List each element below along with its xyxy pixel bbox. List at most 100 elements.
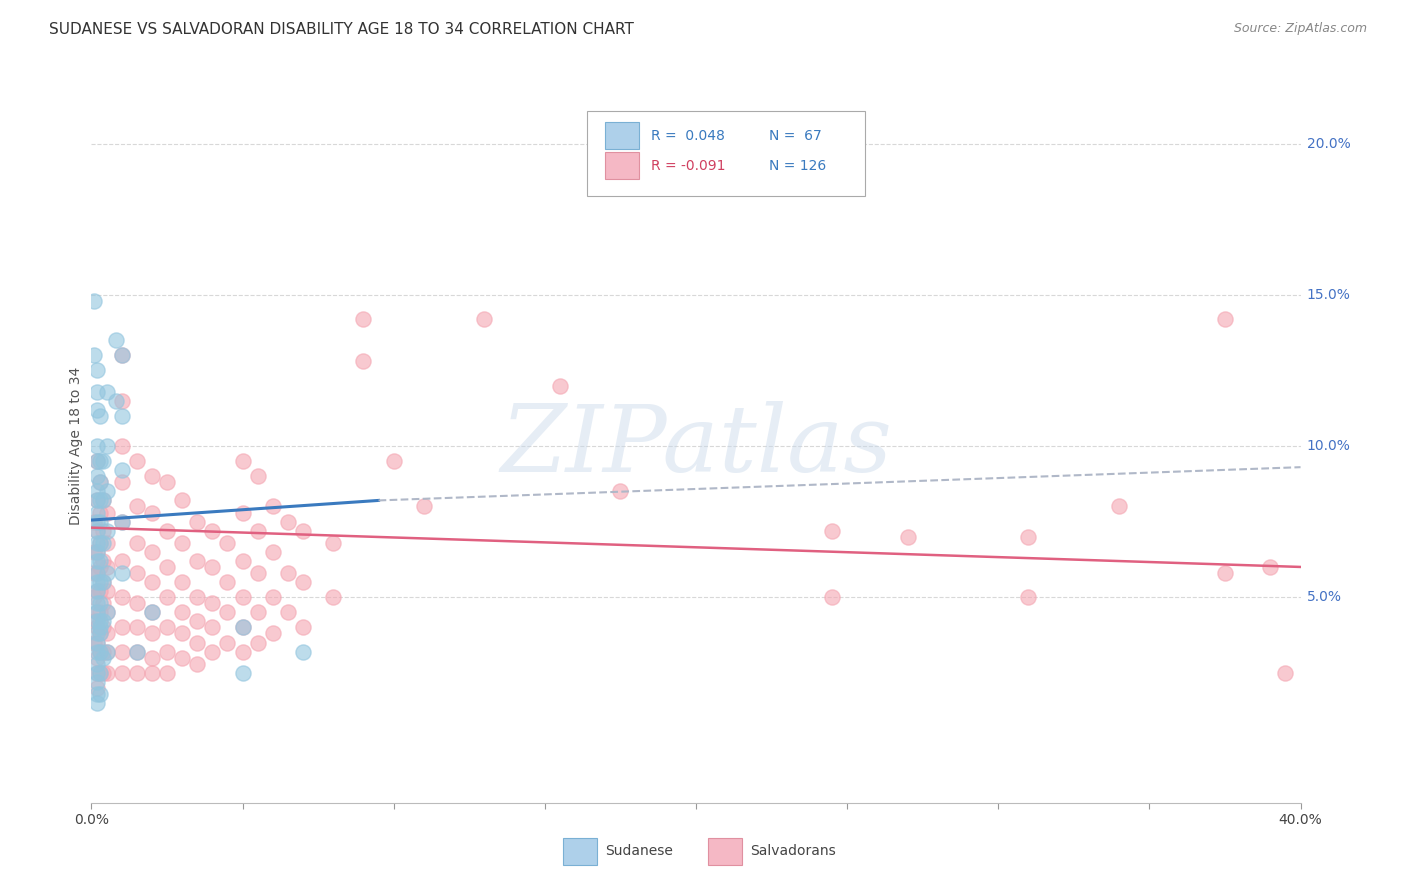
Point bbox=[125, 535, 148, 549]
Point bbox=[472, 312, 495, 326]
Point bbox=[89, 620, 111, 634]
Point bbox=[96, 484, 118, 499]
Point bbox=[86, 635, 108, 649]
Point bbox=[231, 665, 253, 680]
Point bbox=[352, 354, 374, 368]
Point bbox=[86, 439, 108, 453]
Point bbox=[93, 665, 115, 680]
Point bbox=[172, 650, 194, 665]
Point bbox=[292, 620, 315, 634]
Point bbox=[96, 584, 118, 599]
Point bbox=[111, 439, 132, 453]
Point bbox=[104, 393, 127, 408]
Point bbox=[111, 590, 132, 604]
Point bbox=[86, 402, 108, 417]
Point bbox=[141, 545, 163, 559]
Point bbox=[86, 493, 108, 508]
Point bbox=[86, 545, 108, 559]
FancyBboxPatch shape bbox=[588, 111, 865, 196]
Point bbox=[413, 500, 436, 514]
Point bbox=[83, 590, 105, 604]
Point bbox=[86, 584, 108, 599]
Point bbox=[141, 665, 163, 680]
Point bbox=[141, 626, 163, 640]
Point bbox=[172, 605, 194, 619]
Point bbox=[96, 605, 118, 619]
Point bbox=[86, 615, 108, 629]
Point bbox=[186, 554, 208, 568]
Point bbox=[897, 530, 920, 544]
Point bbox=[201, 645, 224, 659]
Bar bbox=[562, 838, 596, 865]
Point bbox=[89, 554, 111, 568]
Point bbox=[86, 665, 108, 680]
Point bbox=[609, 484, 631, 499]
Point bbox=[111, 393, 132, 408]
Point bbox=[86, 484, 108, 499]
Point bbox=[89, 493, 111, 508]
Point bbox=[86, 681, 108, 695]
Point bbox=[89, 687, 111, 701]
Point bbox=[217, 535, 239, 549]
Point bbox=[86, 635, 108, 649]
Point bbox=[93, 650, 115, 665]
Point bbox=[111, 463, 132, 477]
Point bbox=[172, 535, 194, 549]
Point bbox=[111, 554, 132, 568]
Point bbox=[246, 605, 269, 619]
Point bbox=[141, 469, 163, 483]
Point bbox=[83, 566, 105, 580]
Point bbox=[86, 363, 108, 377]
Point bbox=[111, 409, 132, 423]
Point bbox=[352, 312, 374, 326]
Text: Salvadorans: Salvadorans bbox=[751, 845, 837, 858]
Bar bbox=[605, 122, 640, 149]
Point bbox=[141, 575, 163, 590]
Point bbox=[96, 439, 118, 453]
Point bbox=[89, 575, 111, 590]
Point bbox=[93, 454, 115, 468]
Point bbox=[86, 493, 108, 508]
Point bbox=[86, 620, 108, 634]
Point bbox=[83, 545, 105, 559]
Point bbox=[93, 575, 115, 590]
Point bbox=[1018, 590, 1040, 604]
Text: ZIPatlas: ZIPatlas bbox=[501, 401, 891, 491]
Point bbox=[89, 645, 111, 659]
Point bbox=[246, 469, 269, 483]
Point bbox=[1260, 560, 1282, 574]
Point bbox=[382, 454, 405, 468]
Point bbox=[86, 645, 108, 659]
Point bbox=[89, 615, 111, 629]
Point bbox=[96, 524, 118, 538]
Point bbox=[89, 454, 111, 468]
Point bbox=[1108, 500, 1130, 514]
Point bbox=[231, 590, 253, 604]
Text: Sudanese: Sudanese bbox=[605, 845, 673, 858]
Text: 20.0%: 20.0% bbox=[1306, 136, 1350, 151]
Point bbox=[262, 500, 284, 514]
Point bbox=[86, 596, 108, 610]
Point bbox=[86, 384, 108, 399]
Point bbox=[86, 657, 108, 671]
Point bbox=[89, 645, 111, 659]
Point bbox=[96, 506, 118, 520]
Point bbox=[89, 515, 111, 529]
Point bbox=[96, 560, 118, 574]
Point bbox=[93, 554, 115, 568]
Point bbox=[86, 584, 108, 599]
Text: 10.0%: 10.0% bbox=[1306, 439, 1351, 453]
Point bbox=[125, 620, 148, 634]
Point bbox=[141, 605, 163, 619]
Point bbox=[186, 515, 208, 529]
Point bbox=[156, 620, 179, 634]
Point bbox=[821, 524, 844, 538]
Point bbox=[201, 524, 224, 538]
Point bbox=[111, 515, 132, 529]
Point bbox=[156, 590, 179, 604]
Point bbox=[96, 384, 118, 399]
Point bbox=[89, 535, 111, 549]
Point bbox=[93, 575, 115, 590]
Point bbox=[292, 524, 315, 538]
Point bbox=[186, 657, 208, 671]
